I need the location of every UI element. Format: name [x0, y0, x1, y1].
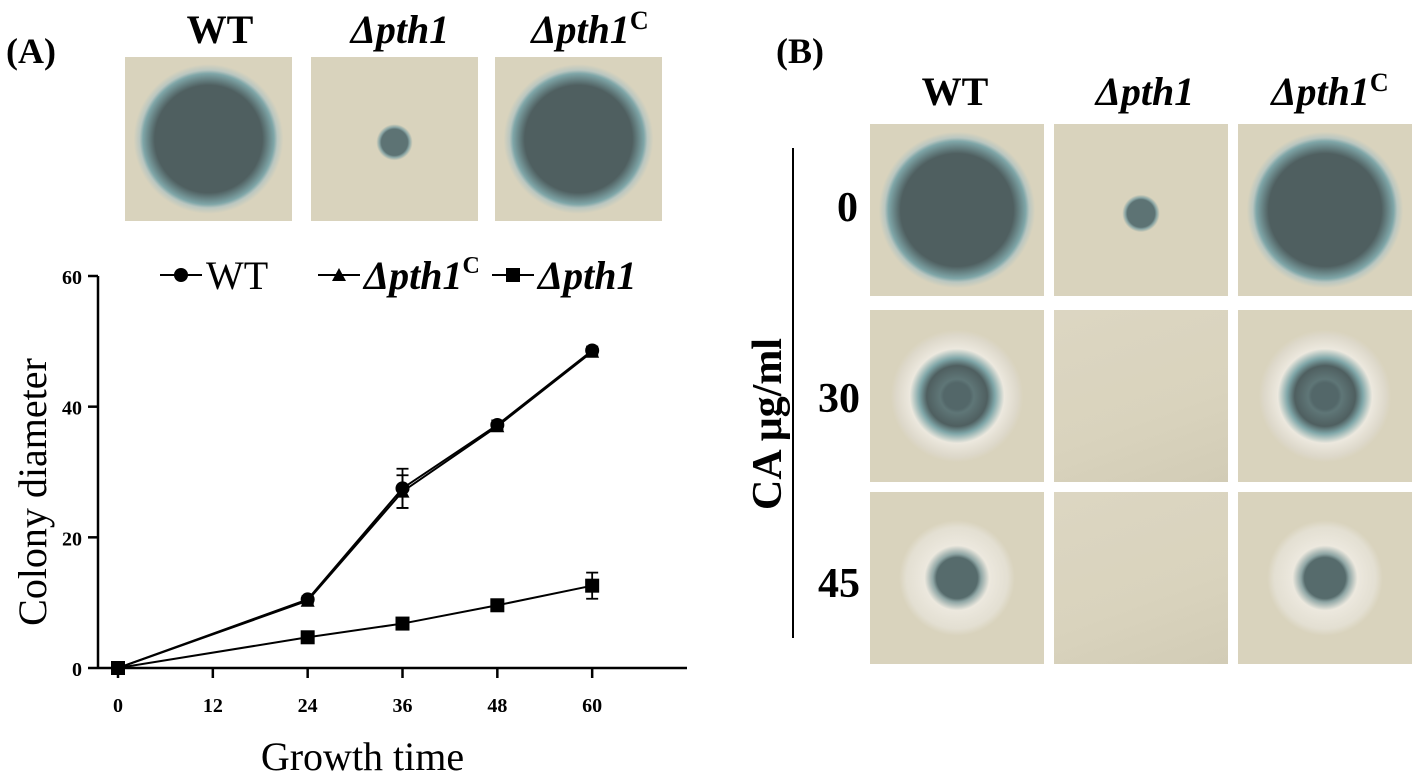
panel-b-plate-r3-c2: [1054, 492, 1228, 664]
panel-b-label: (B): [776, 31, 824, 71]
x-axis-label: Growth time: [261, 734, 464, 777]
panel-b-strain-wt: WT: [921, 69, 989, 114]
data-point-square: [585, 578, 600, 593]
data-point-circle: [585, 343, 600, 358]
panel-b-plate-r2-c1: [870, 310, 1044, 482]
x-tick-label: 60: [582, 695, 602, 717]
panel-a-strain-pth1c: Δpth1C: [531, 6, 649, 52]
y-axis-label: Colony diameter: [10, 358, 55, 626]
x-tick-label: 48: [487, 695, 507, 717]
legend-text: Δpth1: [362, 253, 462, 298]
data-point-circle: [111, 661, 125, 675]
data-point-circle: [490, 417, 505, 432]
series-line-square: [117, 584, 593, 669]
data-point-square: [300, 630, 315, 645]
panel-b-plate-r1-c1: [870, 124, 1044, 296]
x-tick-label: 36: [393, 695, 413, 717]
row-label-30: 30: [818, 376, 860, 422]
panel-a-strain-wt: WT: [186, 7, 254, 52]
y-tick-label: 60: [62, 267, 82, 289]
data-point-square: [395, 616, 410, 631]
panel-a-label: (A): [6, 31, 56, 71]
legend-label-circle: WT: [206, 253, 268, 298]
panel-b-strain-pth1: Δpth1: [1095, 69, 1195, 114]
panel-b-plate-r1-c3: [1238, 124, 1412, 296]
legend-label-square: Δpth1: [536, 253, 636, 298]
legend-marker-square: [506, 268, 520, 282]
data-point-square: [490, 598, 505, 613]
row-label-0: 0: [837, 185, 858, 231]
row-title: CA μg/ml: [745, 338, 791, 510]
panel-b-plate-r3-c1: [870, 492, 1044, 664]
row-divider-line: [792, 148, 794, 638]
panel-b-plate-r2-c3: [1238, 310, 1412, 482]
row-label-45: 45: [818, 561, 860, 607]
growth-chart: 0 12 24 36 48 60 0 20 40 60 Growth time Colony diam…: [0, 240, 700, 779]
y-tick-label: 0: [72, 659, 82, 681]
legend-marker-circle: [174, 268, 188, 282]
panel-b-plate-r1-c2: [1054, 124, 1228, 296]
panel-a-plate-1: [125, 57, 292, 221]
y-tick-label: 20: [62, 528, 82, 550]
series-line-circle: [117, 349, 593, 669]
panel-a-plate-2: [311, 57, 478, 221]
panel-b-plate-r2-c2: [1054, 310, 1228, 482]
legend-label-triangle: Δpth1C: [362, 253, 480, 298]
legend-text: Δpth1: [536, 253, 636, 298]
series-line-triangle: [117, 351, 593, 669]
x-tick-label: 0: [113, 695, 123, 717]
chart-legend: WT Δpth1C Δpth1: [160, 253, 636, 298]
data-point-circle: [395, 481, 410, 496]
panel-b-strain-pth1c: Δpth1C: [1271, 68, 1389, 114]
legend-marker-triangle: [332, 268, 346, 281]
legend-superscript: C: [462, 253, 479, 279]
y-tick-label: 40: [62, 398, 82, 420]
panel-a-plate-3: [495, 57, 662, 221]
panel-b-plate-r3-c3: [1238, 492, 1412, 664]
panel-a-strain-pth1: Δpth1: [350, 7, 450, 52]
x-tick-label: 12: [203, 695, 223, 717]
legend-text: WT: [206, 253, 268, 298]
x-tick-label: 24: [298, 695, 318, 717]
growth-chart-svg: 0 12 24 36 48 60 0 20 40 60 Growth time Colony diam…: [10, 253, 687, 779]
data-point-circle: [300, 592, 315, 607]
